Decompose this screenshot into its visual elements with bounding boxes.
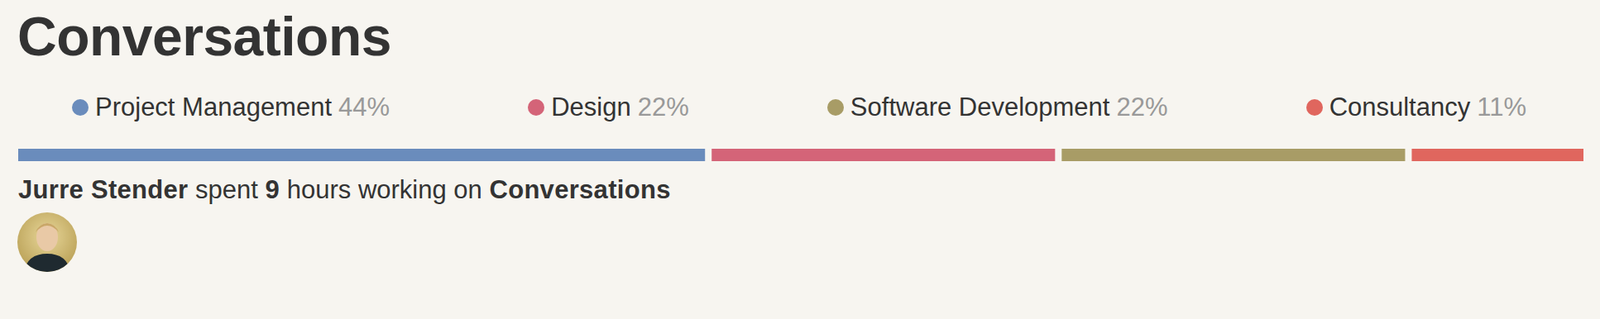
- legend-item: Software Development22%: [827, 92, 1169, 123]
- plot-area: [18, 148, 1584, 162]
- annotation-person: Jurre Stender: [18, 175, 188, 205]
- stacked-bar: [18, 148, 1584, 162]
- annotation-text: hours working on: [287, 175, 483, 205]
- legend-label: Design: [550, 92, 632, 123]
- legend-swatch: [71, 99, 89, 116]
- bar-segment: [1411, 148, 1584, 162]
- legend-swatch: [827, 99, 844, 116]
- avatar: [17, 212, 77, 273]
- annotation: Jurre Stender spent 9 hours working on C…: [18, 175, 671, 206]
- bar-segment: [18, 148, 705, 162]
- title: Conversations: [17, 4, 392, 68]
- legend-value: 11%: [1476, 92, 1527, 123]
- bar-segment: [1061, 148, 1405, 162]
- legend-label: Software Development: [850, 92, 1111, 123]
- legend-value: 44%: [338, 92, 390, 123]
- legend-item: Project Management44%: [71, 92, 390, 123]
- annotation-text: spent: [195, 175, 259, 205]
- legend-value: 22%: [637, 92, 690, 123]
- legend-swatch: [1306, 99, 1323, 116]
- annotation-project: Conversations: [488, 175, 671, 205]
- legend-item: Design22%: [527, 92, 690, 123]
- legend-value: 22%: [1116, 92, 1168, 123]
- annotation-hours: 9: [265, 175, 281, 205]
- page: {"chart_data": {"type": "bar", "orientat…: [0, 0, 1600, 319]
- bar-segment: [711, 148, 1055, 162]
- legend-swatch: [527, 99, 545, 116]
- legend-label: Consultancy: [1329, 92, 1471, 123]
- legend-item: Consultancy11%: [1306, 92, 1527, 123]
- legend-label: Project Management: [95, 92, 332, 123]
- legend: Project Management44%Design22%Software D…: [71, 92, 1527, 123]
